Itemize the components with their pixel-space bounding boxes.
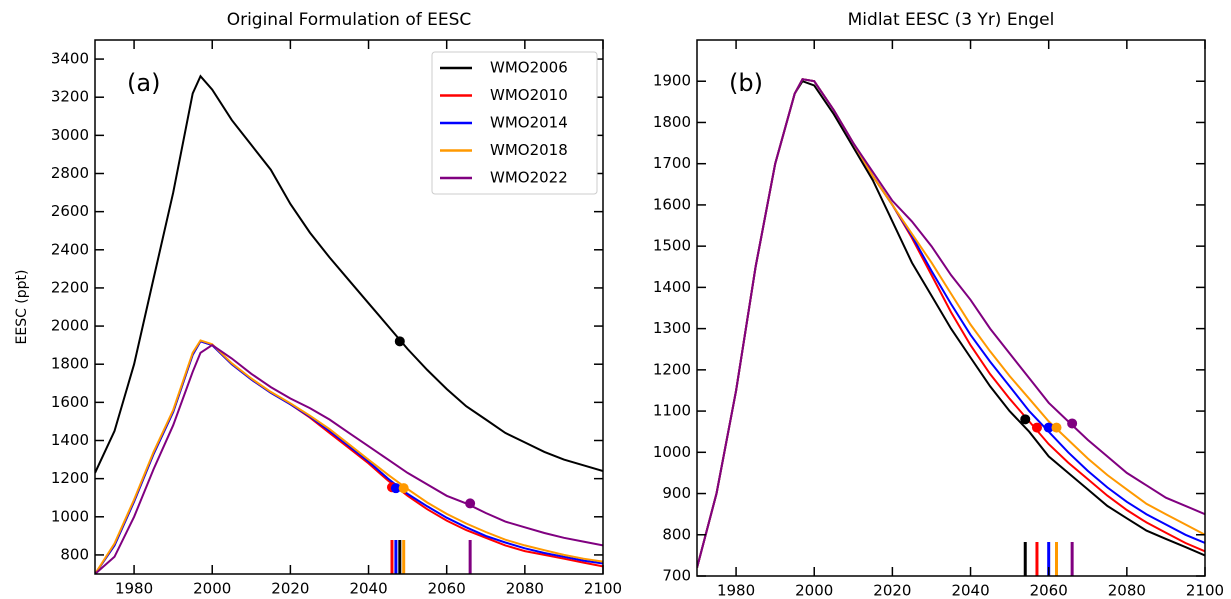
x-tick-label: 1980 xyxy=(717,582,755,599)
legend-box xyxy=(431,51,598,195)
y-tick-label: 1300 xyxy=(653,319,691,337)
y-tick-label: 3000 xyxy=(51,126,89,144)
y-tick-label: 1800 xyxy=(653,113,691,131)
x-tick-label: 2000 xyxy=(193,580,231,598)
y-tick-label: 2600 xyxy=(51,202,89,220)
return-point xyxy=(394,336,405,347)
y-tick-label: 1600 xyxy=(653,195,691,213)
x-tick-label: 2020 xyxy=(873,582,911,599)
y-tick-label: 2200 xyxy=(51,278,89,296)
series-line xyxy=(697,79,1205,569)
y-axis-label: EESC (ppt) xyxy=(14,270,30,345)
plot-area xyxy=(697,78,1205,576)
y-tick-label: 1400 xyxy=(51,431,89,449)
x-tick-label: 2100 xyxy=(1186,582,1224,599)
x-tick-label: 2040 xyxy=(349,580,387,598)
plot-frame xyxy=(696,39,1206,577)
series-line xyxy=(95,339,603,574)
y-tick-label: 2400 xyxy=(51,240,89,258)
legend-label: WMO2010 xyxy=(490,86,568,104)
series-line xyxy=(95,340,603,574)
y-tick-label: 1500 xyxy=(653,237,691,255)
return-point xyxy=(1043,422,1054,433)
return-point xyxy=(1031,422,1042,433)
y-tick-label: 800 xyxy=(662,525,691,543)
x-tick-label: 2100 xyxy=(584,580,622,598)
y-tick-label: 800 xyxy=(60,545,89,563)
x-tick-label: 2040 xyxy=(951,582,989,599)
y-tick-label: 1900 xyxy=(653,72,691,90)
return-point xyxy=(398,483,409,494)
series-line xyxy=(697,78,1205,569)
y-tick-label: 1700 xyxy=(653,154,691,172)
series-line xyxy=(697,78,1205,569)
y-tick-label: 1000 xyxy=(51,507,89,525)
y-tick-label: 3400 xyxy=(51,50,89,68)
y-tick-label: 1600 xyxy=(51,393,89,411)
y-tick-label: 1200 xyxy=(653,360,691,378)
y-tick-label: 3200 xyxy=(51,88,89,106)
y-tick-label: 1100 xyxy=(653,402,691,420)
return-point xyxy=(1067,418,1078,429)
plot-area xyxy=(95,74,603,574)
y-tick-label: 1800 xyxy=(51,355,89,373)
legend-label: WMO2018 xyxy=(490,141,568,159)
series-line xyxy=(95,343,603,574)
x-tick-label: 2020 xyxy=(271,580,309,598)
y-tick-label: 2000 xyxy=(51,317,89,335)
x-tick-label: 2080 xyxy=(1108,582,1146,599)
series-line xyxy=(697,78,1205,569)
chart-title: Original Formulation of EESC xyxy=(227,10,472,30)
y-tick-label: 1400 xyxy=(653,278,691,296)
x-tick-label: 2000 xyxy=(795,582,833,599)
legend-label: WMO2006 xyxy=(490,59,568,77)
x-tick-label: 2080 xyxy=(506,580,544,598)
series-line xyxy=(697,78,1205,569)
y-tick-label: 1000 xyxy=(653,443,691,461)
x-tick-label: 2060 xyxy=(1030,582,1068,599)
legend-label: WMO2022 xyxy=(490,169,568,187)
return-point xyxy=(465,498,476,509)
x-tick-label: 1980 xyxy=(115,580,153,598)
plot-frame xyxy=(94,39,604,575)
series-line xyxy=(95,74,603,474)
y-tick-label: 900 xyxy=(662,484,691,502)
return-point xyxy=(1020,414,1031,425)
return-point xyxy=(390,483,401,494)
y-tick-label: 700 xyxy=(662,567,691,585)
panel-label: (b) xyxy=(729,69,763,97)
panel-label: (a) xyxy=(127,69,160,97)
chart-title: Midlat EESC (3 Yr) Engel xyxy=(848,10,1055,30)
return-point xyxy=(1051,422,1062,433)
x-tick-label: 2060 xyxy=(428,580,466,598)
series-line xyxy=(95,340,603,574)
y-tick-label: 1200 xyxy=(51,469,89,487)
y-tick-label: 2800 xyxy=(51,164,89,182)
legend-label: WMO2014 xyxy=(490,114,568,132)
